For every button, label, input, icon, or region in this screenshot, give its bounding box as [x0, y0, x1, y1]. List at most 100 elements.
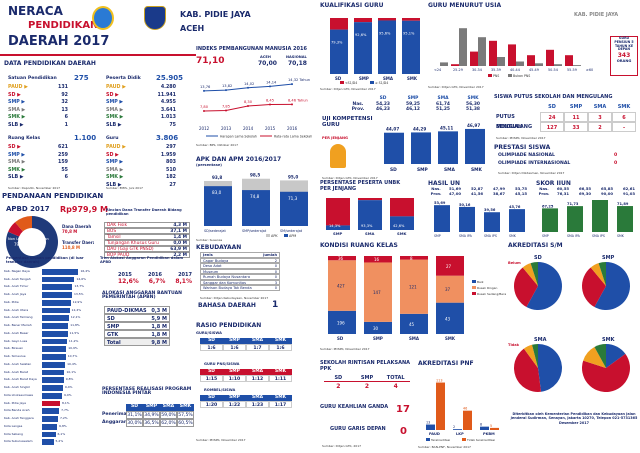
small-tbl-cell: 52,87	[470, 186, 483, 191]
rasio-cell: 1:20	[200, 401, 223, 408]
kv-key: SMA ▶	[106, 168, 123, 176]
small-tbl-cell: 90,00	[600, 190, 613, 196]
kab-name: Kab. Aceh Besar	[4, 330, 29, 335]
rasio-head: SD SMP SMA SMK	[200, 395, 292, 401]
kv-value: 32	[61, 100, 68, 105]
kondisi-rusak-bar	[328, 256, 356, 261]
legend-bukan: Bukan PNS	[513, 74, 530, 78]
kv-label: SMP	[106, 160, 118, 165]
kv-row: SMP ▶ 803	[106, 160, 176, 168]
arrow-right-icon: ▶	[18, 175, 24, 180]
ukg-row: Nas. 54,23 59,25 61,74 56,30	[348, 102, 492, 108]
iiun-title: SKOR IIUN	[536, 180, 571, 187]
akreditasi-pie-charts: SD SMP SMA SMK Belum Tidak	[508, 255, 630, 392]
kompetensi-source: Sumber: Ditjen GTK, November 2017	[322, 176, 378, 180]
score-bar	[542, 208, 558, 232]
garis-source: Sumber: Ditjen GTK, 2017	[322, 444, 362, 448]
aloc-value: 5,9 M	[151, 316, 167, 322]
ipm-year-label: 2016	[287, 126, 298, 131]
unbk-panel: PERSENTASE PESERTA UNBK PER JENJANG 14,3…	[320, 180, 426, 240]
kv-label: SMK	[8, 115, 20, 120]
kab-row: Kab. Aceh Utara 12,4%	[4, 307, 94, 315]
kv-row: SMK ▶ 1.013	[106, 115, 176, 123]
kab-row: Kab. Pidie Jaya 8,1%	[4, 400, 94, 408]
score-value: 71,89	[617, 202, 629, 206]
unbk-title: PERSENTASE PESERTA UNBK PER JENJANG	[320, 180, 401, 192]
kondisi-rusak-value: 8	[410, 256, 413, 261]
kv-key: SD ▶	[106, 93, 119, 101]
kab-name: Kab. Pidie	[4, 299, 19, 304]
ukg-category: SD	[390, 167, 397, 173]
small-tbl-cell: Prov.	[430, 190, 442, 196]
score-value: 53,69	[434, 201, 446, 205]
ukg-cell: 54,23	[376, 101, 390, 107]
iiun-panel: SKOR IIUN Nas. 60,55 66,55 65,85 62,61 Prov. 7…	[536, 180, 640, 240]
kab-bar	[42, 385, 63, 391]
kv-value: 1	[64, 122, 68, 128]
aloc-row: Total 9,8 M	[104, 338, 170, 346]
kab-bar	[42, 284, 73, 291]
putus-cell: 127	[540, 122, 564, 132]
apm-value: 71,3	[288, 196, 298, 201]
ipm-line-chart: 13,76 7,80 2012 13,82 7,85 2013 14,02 8,30 2014 1…	[196, 78, 312, 147]
rasio-head-cell: SD	[200, 338, 223, 344]
kual-high-bar	[330, 29, 348, 74]
tren-years: 2015 2016 2017	[118, 272, 192, 278]
pendanaan-title: PENDANAAN PENDIDIKAN	[2, 192, 104, 200]
kualifikasi-title: KUALIFIKASI GURU	[320, 2, 384, 9]
arrow-right-icon: ▶	[19, 160, 26, 165]
rasio-cell: 1:15	[200, 375, 223, 382]
tren-value: 8,1%	[175, 278, 192, 285]
kv-label: SD	[8, 92, 16, 98]
kondisi-rusak-bar	[364, 256, 392, 263]
putus-row: SD SMP SMA SMK	[496, 102, 636, 112]
kondisi-category: SMA	[409, 336, 420, 341]
kompetensi-panel: SD SMP SMA SMK Nas. 54,23 59,25 61,74 56,30 Prov.…	[320, 96, 492, 180]
arrow-right-icon: ▶	[116, 122, 122, 128]
score-bar	[592, 200, 608, 232]
akreditasi-title: AKREDITASI S/M	[508, 242, 563, 249]
kab-name: Kab. Aceh Tenggara	[4, 416, 34, 421]
kv-label: SMP	[8, 100, 20, 105]
ipm-title: INDEKS PEMBANGUNAN MANUSIA 2016	[196, 46, 307, 52]
arrow-right-icon: ▶	[15, 92, 21, 98]
usia-panel: GURU MENURUT USIA KAB. PIDIE JAYA <24 25-…	[428, 2, 640, 94]
arrow-right-icon: ▶	[19, 167, 26, 173]
kondisi-bar-chart: 196 427 36 SD 30 147 16 SMP 45 121 8 SMA 43 37 27 SMK Ba…	[320, 256, 506, 351]
kab-value: 16,4%	[80, 269, 90, 273]
kab-row: Kab. Bireuen 10,9%	[4, 345, 94, 353]
pip-cell: 34,9%	[143, 411, 160, 419]
kab-value: 12,4%	[71, 307, 82, 312]
kondisi-baik-bar	[400, 313, 428, 334]
pnf-legend-tidak: Tidak terakreditasi	[466, 438, 495, 442]
kv-row: SLB ▶ 6	[8, 175, 68, 183]
unkp-bar	[390, 198, 414, 217]
aloc-key: Total	[107, 340, 121, 346]
small-tbl-cell: Nas.	[539, 186, 549, 191]
score-bar	[459, 206, 475, 232]
peserta-list: PAUD ▶ 4.280 SD ▶ 11.941 SMP ▶ 4.955 SMA ▶ 3.64…	[106, 85, 176, 130]
kompetensi-title: UJI KOMPETENSI GURU	[322, 116, 373, 128]
kebud-key: Sanggar dan Komunitas	[203, 280, 246, 285]
kab-row: Kota Lhokseumawe 9,0%	[4, 392, 94, 400]
aloc-row: PAUD-DIKMAS 0,3 M	[104, 306, 170, 314]
putus-cell: 6	[612, 112, 636, 122]
score-bar	[567, 206, 583, 232]
kual-category: SD	[335, 76, 342, 81]
pnf-tidak-bar	[436, 382, 445, 430]
kebudayaan-source: Sumber: Ditjen Kebudayaan, November 2017	[200, 296, 269, 300]
ukg-bar	[465, 128, 485, 164]
rasio-cell: 1:17	[269, 401, 292, 408]
header-line	[0, 54, 196, 56]
data-pendidikan-title: DATA PENDIDIKAN DAERAH	[4, 60, 96, 67]
rasio-head-cell: SMP	[223, 369, 246, 375]
kab-row: Kab. Gayo Lues 11,2%	[4, 338, 94, 346]
tren-values: 12,6% 6,7% 8,1%	[118, 278, 192, 285]
hls-point	[291, 83, 293, 86]
arrow-right-icon: ▶	[19, 152, 26, 158]
kab-bar	[42, 423, 58, 430]
kab-value: 11,8%	[70, 323, 80, 328]
usia-category: 55-59	[567, 68, 577, 72]
kebud-row: Jenis Jumlah	[200, 252, 280, 258]
